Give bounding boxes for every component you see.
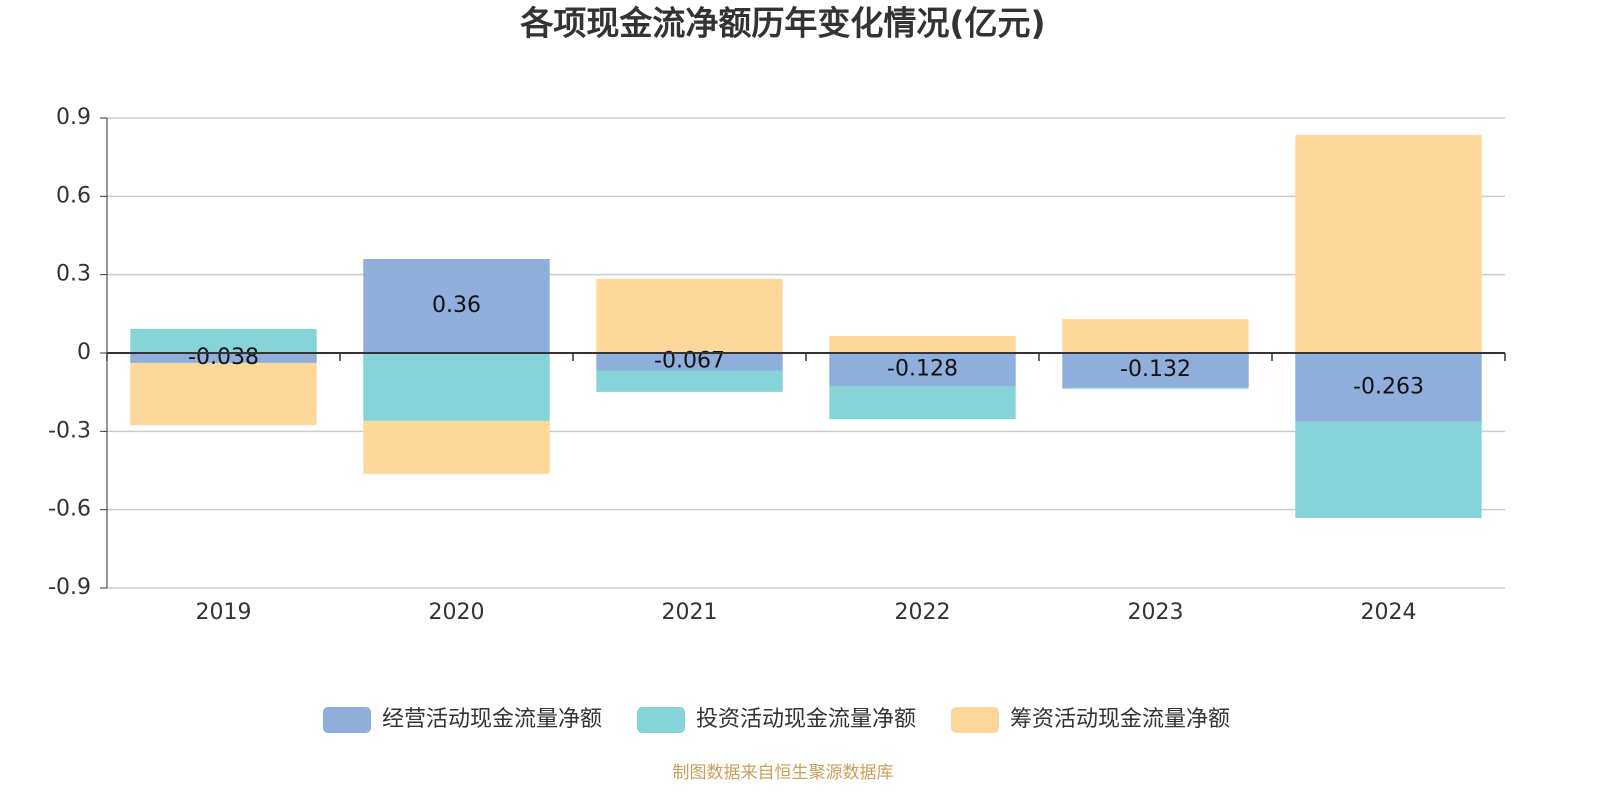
bar (1295, 421, 1482, 519)
x-tick-label: 2022 (895, 600, 951, 625)
source-note: 制图数据来自恒生聚源数据库 (673, 763, 894, 783)
x-tick-label: 2023 (1128, 600, 1184, 625)
bar (130, 362, 317, 426)
data-label: -0.128 (887, 357, 958, 382)
x-tick-label: 2021 (662, 600, 718, 625)
bar (829, 336, 1016, 353)
x-tick-label: 2024 (1361, 600, 1417, 625)
data-label: 0.36 (432, 293, 481, 318)
legend-label: 经营活动现金流量净额 (382, 707, 602, 732)
legend-swatch (637, 707, 685, 733)
bar (1295, 353, 1482, 422)
y-tick-label: 0.9 (56, 105, 91, 130)
bar (829, 386, 1016, 420)
bar (363, 420, 550, 474)
y-tick-label: 0.3 (56, 262, 91, 287)
bar (130, 328, 317, 353)
legend-label: 投资活动现金流量净额 (696, 707, 916, 732)
data-label: -0.038 (188, 345, 259, 370)
data-label: -0.263 (1353, 374, 1424, 399)
bar (1062, 319, 1249, 353)
bar (130, 353, 317, 363)
legend-swatch (323, 707, 371, 733)
y-tick-label: 0.6 (56, 183, 91, 208)
y-tick-label: -0.3 (48, 418, 91, 443)
x-tick-label: 2020 (429, 600, 485, 625)
bar (1295, 134, 1482, 353)
y-tick-label: 0 (77, 340, 91, 365)
bar (829, 353, 1016, 387)
bar (1062, 353, 1249, 388)
bar (363, 353, 550, 421)
bar (596, 353, 783, 371)
bar (596, 278, 783, 353)
bar (596, 370, 783, 392)
y-tick-label: -0.6 (48, 497, 91, 522)
data-label: -0.132 (1120, 357, 1191, 382)
bar (1062, 387, 1249, 389)
bar (363, 259, 550, 353)
x-tick-label: 2019 (196, 600, 252, 625)
legend-label: 筹资活动现金流量净额 (1010, 707, 1230, 732)
legend-swatch (951, 707, 999, 733)
chart-title: 各项现金流净额历年变化情况(亿元) (519, 4, 1045, 43)
y-tick-label: -0.9 (48, 575, 91, 600)
